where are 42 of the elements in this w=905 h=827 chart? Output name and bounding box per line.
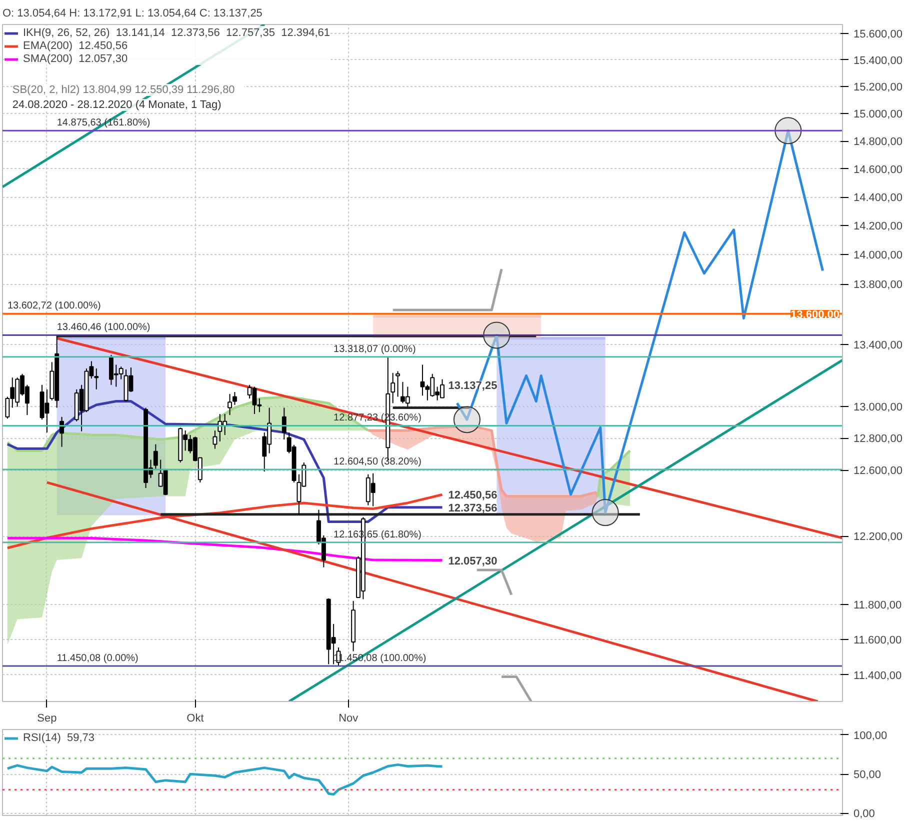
y-tick-label: 11.400,00 — [854, 670, 902, 682]
x-tick-label: Sep — [37, 712, 57, 724]
y-tick-label: 50,00 — [854, 769, 882, 782]
y-tick-label: 15.000,00 — [854, 108, 902, 121]
y-tick-label: 100,00 — [854, 730, 888, 742]
y-tick-label: 14.800,00 — [854, 136, 902, 148]
y-tick-label: 13.800,00 — [854, 279, 902, 292]
x-tick-label: Okt — [186, 712, 204, 724]
annotation: 24.08.2020 - 28.12.2020 (4 Monate, 1 Tag) — [12, 98, 222, 111]
y-tick-label: 12.200,00 — [854, 531, 902, 544]
annotation: 12.604,50 (38.20%) — [334, 456, 422, 468]
y-tick-label: 11.800,00 — [854, 599, 902, 612]
y-tick-label: 14.600,00 — [854, 164, 902, 176]
annotation: 12.057,30 — [448, 555, 498, 568]
legend-label: IKH(9, 26, 52, 26) 13.141,14 12.373,56 12.757,35 12.394,61 — [23, 26, 330, 39]
y-tick-label: 0,00 — [854, 808, 875, 820]
y-tick-label: 15.200,00 — [854, 82, 902, 94]
annotation: SB(20, 2, hl2) 13.804,99 12.550,39 11.296,80 — [12, 84, 235, 96]
ref-line-label: 13.600,00 — [790, 309, 840, 322]
x-tick-label: Nov — [338, 712, 359, 724]
y-tick-label: 14.200,00 — [854, 220, 902, 233]
annotation: 12.450,56 — [448, 490, 498, 502]
annotation: 13.460,46 (100.00%) — [56, 322, 150, 334]
annotation: 11.450,08 (0.00%) — [56, 652, 138, 664]
y-tick-label: 13.000,00 — [854, 401, 902, 414]
annotation: 13.602,72 (100.00%) — [7, 300, 101, 312]
y-tick-label: 14.000,00 — [854, 250, 902, 262]
annotation: 13.137,25 — [448, 380, 498, 392]
legend-label: EMA(200) 12.450,56 — [23, 39, 128, 52]
legend-label: RSI(14) 59,73 — [23, 731, 95, 744]
annotation: 14.875,63 (161.80%) — [56, 118, 150, 129]
chart-title: O: 13.054,64 H: 13.172,91 L: 13.054,64 C: 13.137,25 — [2, 8, 262, 20]
y-tick-label: 13.400,00 — [854, 339, 902, 352]
y-tick-label: 15.600,00 — [854, 28, 902, 40]
y-tick-label: 11.600,00 — [854, 634, 902, 646]
annotation: 12.373,56 — [448, 502, 498, 514]
y-tick-label: 12.600,00 — [854, 465, 902, 478]
y-tick-label: 14.400,00 — [854, 192, 902, 204]
annotation: 13.318,07 (0.00%) — [334, 344, 416, 355]
legend-label: SMA(200) 12.057,30 — [23, 52, 128, 65]
y-tick-label: 12.800,00 — [854, 433, 902, 446]
y-tick-label: 15.400,00 — [854, 54, 902, 67]
